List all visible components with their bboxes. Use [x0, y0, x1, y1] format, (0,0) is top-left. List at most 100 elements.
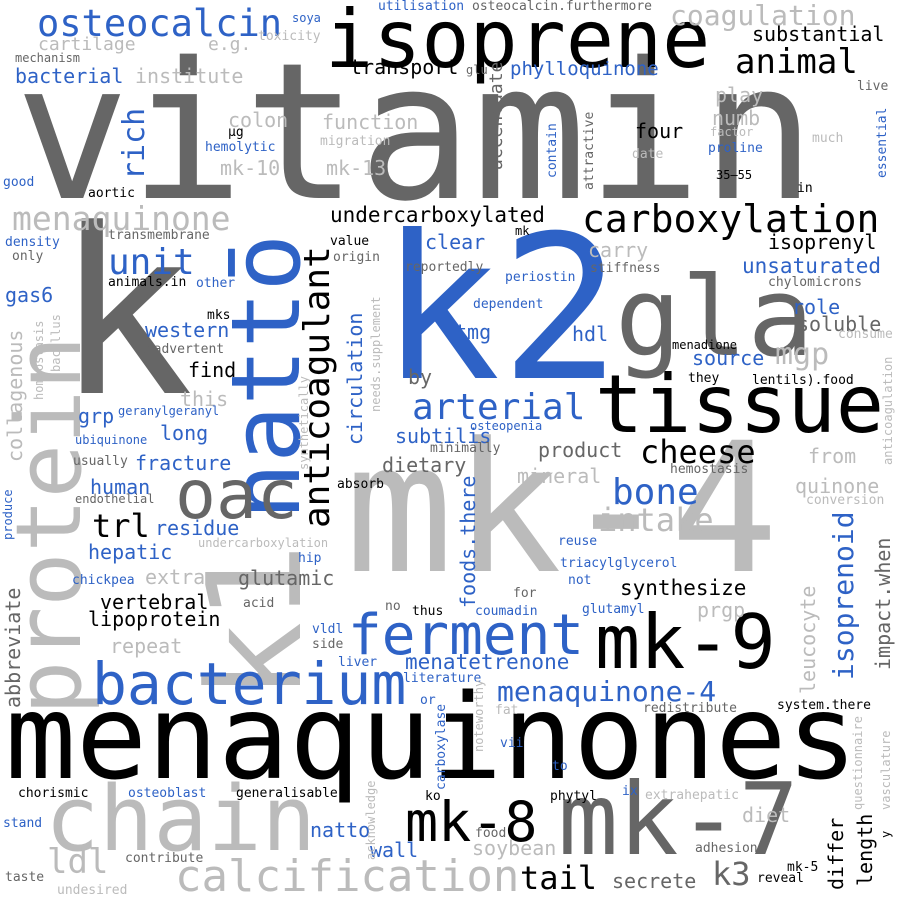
word-fracture: fracture: [135, 451, 232, 475]
word-cartilage: cartilage: [38, 34, 136, 55]
word-quinone: quinone: [795, 474, 880, 498]
word-factor: factor: [710, 125, 754, 139]
word-they: they: [688, 371, 720, 386]
word-mk-5: mk-5: [787, 860, 819, 875]
word-contribute: contribute: [125, 851, 204, 866]
word-mk-13: mk-13: [326, 156, 387, 180]
word-bacillus: bacillus: [49, 314, 63, 372]
word-ix: ix: [622, 784, 638, 799]
word-unit: unit: [108, 242, 195, 283]
word-endothelial: endothelial: [75, 492, 155, 506]
word-isoprenyl: isoprenyl: [768, 230, 877, 254]
word-date: date: [632, 147, 664, 162]
word-glutamyl: glutamyl: [582, 602, 645, 617]
word-tmg: tmg: [455, 320, 492, 344]
word-bacterial: bacterial: [15, 64, 124, 88]
word-calcification: calcification: [175, 851, 520, 900]
word-numb: numb: [712, 106, 761, 130]
word-rich: rich: [117, 107, 152, 180]
word-not: not: [568, 573, 592, 588]
word-adhesion: adhesion: [695, 841, 758, 856]
word-menaquinone: menaquinone: [12, 199, 231, 238]
word-function: function: [322, 110, 419, 134]
word-gas6: gas6: [5, 283, 54, 307]
word-trl: trl: [92, 507, 150, 545]
word-coumadin: coumadin: [475, 604, 538, 619]
word-for: for: [513, 586, 537, 601]
word-phylloquinone: phylloquinone: [510, 58, 659, 80]
word-lentils-food: lentils).food: [752, 373, 854, 388]
word-soya: soya: [292, 11, 321, 25]
word-minimally: minimally: [430, 441, 501, 456]
word-mu-g: μg: [228, 125, 244, 140]
word-mineral: mineral: [517, 464, 602, 488]
word-bacterium: bacterium: [92, 650, 407, 718]
word-hemolytic: hemolytic: [205, 140, 276, 155]
word-prgp: prgp: [697, 598, 746, 622]
word-needs-supplement: needs.supplement: [369, 296, 383, 412]
word-mks: mks: [207, 308, 231, 323]
word-role: role: [792, 295, 841, 319]
word-cheese: cheese: [640, 433, 756, 471]
word-colon: colon: [228, 108, 289, 132]
word-generalisable: generalisable: [236, 786, 338, 801]
word-carboxylation: carboxylation: [582, 197, 880, 241]
word-chorismic: chorismic: [18, 786, 89, 801]
word-periostin: periostin: [505, 270, 576, 285]
word-vertebral: vertebral: [100, 590, 209, 614]
word-35-55: 35–55: [716, 168, 753, 182]
word-vldl: vldl: [312, 622, 344, 637]
word-mk-10: mk-10: [220, 156, 281, 180]
word-system-there: system.there: [777, 698, 871, 713]
word-mk-7: mk-7: [558, 761, 799, 878]
word-extrahepatic: extrahepatic: [645, 788, 739, 803]
word-transmembrane: transmembrane: [108, 228, 210, 243]
word-absorb: absorb: [337, 477, 384, 492]
word-natto: natto: [310, 818, 371, 842]
word-impact-when: impact.when: [871, 537, 895, 670]
word-unsaturated: unsaturated: [742, 254, 882, 278]
word-osteopenia: osteopenia: [470, 419, 543, 433]
word-thus: thus: [412, 604, 444, 619]
word-collagenous: collagenous: [3, 329, 27, 462]
word-accentuate: accentuate: [486, 61, 507, 170]
word-by: by: [408, 365, 433, 389]
word-toxicity: toxicity: [258, 29, 321, 44]
word-contain: contain: [545, 123, 560, 178]
word-geranylgeranyl: geranylgeranyl: [118, 404, 220, 418]
word-soybean: soybean: [472, 836, 557, 860]
word-diet: diet: [742, 803, 791, 827]
word-triacylglycerol: triacylglycerol: [560, 556, 678, 571]
word-chickpea: chickpea: [72, 573, 135, 588]
word-undesired: undesired: [57, 883, 128, 898]
word-osteoblast: osteoblast: [128, 786, 207, 801]
word-animals-in: animals.in: [108, 275, 187, 290]
word-aortic: aortic: [88, 186, 135, 201]
word-acknowledge: acknowledge: [364, 780, 378, 860]
word-synthesize: synthesize: [620, 576, 747, 600]
word-to: to: [552, 759, 568, 774]
word-leucocyte: leucocyte: [796, 585, 820, 694]
word-reuse: reuse: [558, 534, 598, 549]
word-wall: wall: [370, 838, 419, 862]
word-chylomicrons: chylomicrons: [768, 275, 862, 290]
word-long: long: [160, 421, 209, 445]
word-bone: bone: [612, 472, 699, 513]
word-repeat: repeat: [110, 634, 183, 658]
word-osteocalcin-furthermore: osteocalcin.furthermore: [472, 0, 653, 14]
word-taste: taste: [5, 870, 45, 885]
word-intake: intake: [598, 501, 714, 539]
word-animal: animal: [735, 42, 858, 82]
word-oac: oac: [175, 456, 298, 535]
word-glutamic: glutamic: [238, 566, 335, 590]
word-mk-9: mk-9: [595, 598, 776, 686]
word-foods-there: foods.there: [456, 475, 480, 608]
word-vii: vii: [500, 736, 524, 751]
word-k3: k3: [712, 855, 751, 893]
word-product: product: [538, 438, 623, 462]
word-carboxylase: carboxylase: [434, 703, 449, 790]
word-consume: consume: [838, 327, 893, 342]
word-gla: gla: [615, 253, 814, 381]
word-glu: glu: [466, 63, 488, 77]
